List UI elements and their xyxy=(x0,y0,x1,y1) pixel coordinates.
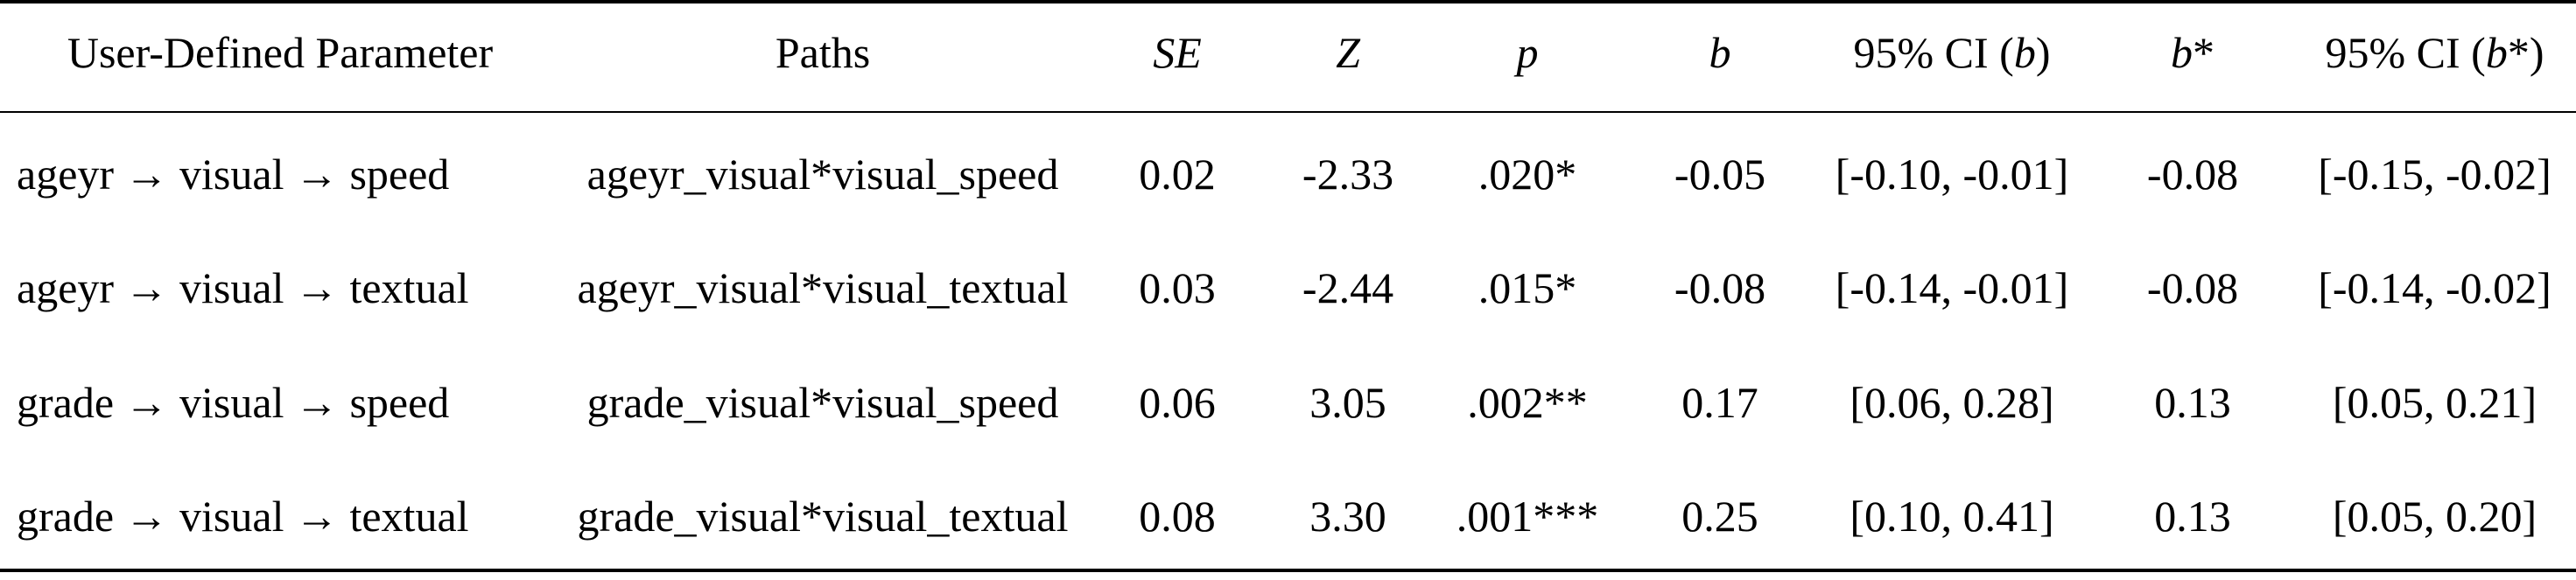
cell-path: grade_visual*visual_speed xyxy=(586,378,1059,427)
cell-b-star: -0.08 xyxy=(2146,149,2239,199)
table-row: grade → visual → speed grade_visual*visu… xyxy=(0,341,2576,456)
cell-ci-b-star: [-0.14, -0.02] xyxy=(2318,263,2551,312)
cell-parameter: grade → visual → textual xyxy=(17,492,469,541)
table-header: User-Defined Parameter Paths SE Z p b 95… xyxy=(0,2,2576,112)
ci-b-star-prefix: 95% CI ( xyxy=(2325,28,2486,77)
cell-z: -2.44 xyxy=(1302,263,1394,312)
header-ci-b: 95% CI (b) xyxy=(1812,2,2092,112)
header-user-defined-parameter: User-Defined Parameter xyxy=(67,28,494,77)
header-paths: Paths xyxy=(775,28,871,77)
cell-b: -0.08 xyxy=(1674,263,1766,312)
cell-ci-b: [0.06, 0.28] xyxy=(1850,378,2054,427)
cell-p: .020* xyxy=(1478,149,1577,199)
header-se: SE xyxy=(1085,2,1269,112)
header-z: Z xyxy=(1269,2,1427,112)
cell-parameter: ageyr → visual → textual xyxy=(17,263,469,312)
table-body: ageyr → visual → speed ageyr_visual*visu… xyxy=(0,112,2576,570)
cell-se: 0.06 xyxy=(1139,378,1216,427)
cell-b: -0.05 xyxy=(1674,149,1766,199)
cell-b-star: 0.13 xyxy=(2154,492,2231,541)
cell-ci-b-star: [-0.15, -0.02] xyxy=(2318,149,2551,199)
cell-ci-b: [-0.10, -0.01] xyxy=(1835,149,2069,199)
cell-se: 0.03 xyxy=(1139,263,1216,312)
cell-z: 3.05 xyxy=(1309,378,1386,427)
ci-b-suffix: ) xyxy=(2035,28,2051,77)
cell-b-star: 0.13 xyxy=(2154,378,2231,427)
cell-p: .015* xyxy=(1478,263,1577,312)
cell-b: 0.25 xyxy=(1681,492,1758,541)
table-row: ageyr → visual → speed ageyr_visual*visu… xyxy=(0,112,2576,227)
b-star-asterisk: * xyxy=(2193,28,2215,77)
table-row: ageyr → visual → textual ageyr_visual*vi… xyxy=(0,227,2576,341)
header-b-star: b* xyxy=(2092,2,2293,112)
ci-b-star-symbol: b xyxy=(2485,28,2508,77)
ci-b-symbol: b xyxy=(2013,28,2036,77)
header-row: User-Defined Parameter Paths SE Z p b 95… xyxy=(0,2,2576,112)
cell-z: 3.30 xyxy=(1309,492,1386,541)
cell-b: 0.17 xyxy=(1681,378,1758,427)
header-p: p xyxy=(1427,2,1628,112)
ci-b-prefix: 95% CI ( xyxy=(1853,28,2014,77)
header-b: b xyxy=(1628,2,1812,112)
cell-parameter: grade → visual → speed xyxy=(17,378,450,427)
cell-ci-b: [-0.14, -0.01] xyxy=(1835,263,2069,312)
ci-b-star-suffix: *) xyxy=(2507,28,2544,77)
cell-z: -2.33 xyxy=(1302,149,1394,199)
cell-b-star: -0.08 xyxy=(2146,263,2239,312)
cell-path: ageyr_visual*visual_speed xyxy=(586,149,1059,199)
cell-ci-b: [0.10, 0.41] xyxy=(1850,492,2054,541)
b-star-symbol: b xyxy=(2171,28,2193,77)
cell-parameter: ageyr → visual → speed xyxy=(17,149,450,199)
header-ci-b-star: 95% CI (b*) xyxy=(2293,2,2576,112)
p-symbol: p xyxy=(1516,28,1539,77)
table-row: grade → visual → textual grade_visual*vi… xyxy=(0,456,2576,570)
cell-path: ageyr_visual*visual_textual xyxy=(577,263,1069,312)
cell-se: 0.08 xyxy=(1139,492,1216,541)
cell-ci-b-star: [0.05, 0.20] xyxy=(2332,492,2537,541)
cell-p: .002** xyxy=(1467,378,1588,427)
cell-se: 0.02 xyxy=(1139,149,1216,199)
cell-ci-b-star: [0.05, 0.21] xyxy=(2332,378,2537,427)
cell-p: .001*** xyxy=(1456,492,1599,541)
se-symbol: SE xyxy=(1153,28,1202,77)
cell-path: grade_visual*visual_textual xyxy=(577,492,1069,541)
z-symbol: Z xyxy=(1336,28,1360,77)
b-symbol: b xyxy=(1709,28,1731,77)
